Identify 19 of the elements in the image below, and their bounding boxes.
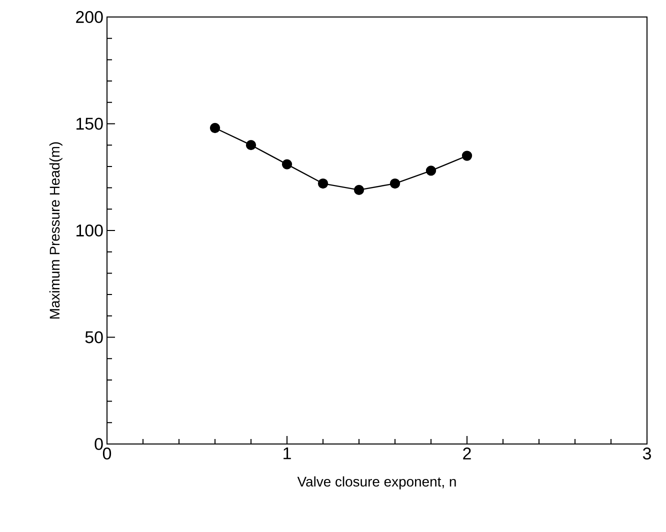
point [354, 184, 364, 196]
x-tick-label: 0 [102, 448, 112, 460]
y-axis-title: Maximum Pressure Head(m) [49, 142, 62, 318]
point [210, 122, 220, 134]
point [426, 166, 436, 176]
x-axis-title: Valve closure exponent, n [297, 476, 456, 490]
x-tick-label: 2 [463, 448, 471, 460]
point [318, 178, 328, 189]
point [390, 178, 400, 189]
y-tick-label: 50 [85, 331, 103, 344]
y-tick-label: 200 [76, 10, 103, 23]
y-tick-label: 0 [94, 438, 103, 450]
x-tick-label: 3 [642, 448, 651, 460]
point [246, 140, 256, 150]
y-tick-label: 100 [76, 224, 103, 236]
point [462, 150, 472, 161]
point [282, 159, 292, 170]
y-tick-label: 150 [76, 118, 103, 130]
x-tick-label: 1 [284, 448, 291, 460]
